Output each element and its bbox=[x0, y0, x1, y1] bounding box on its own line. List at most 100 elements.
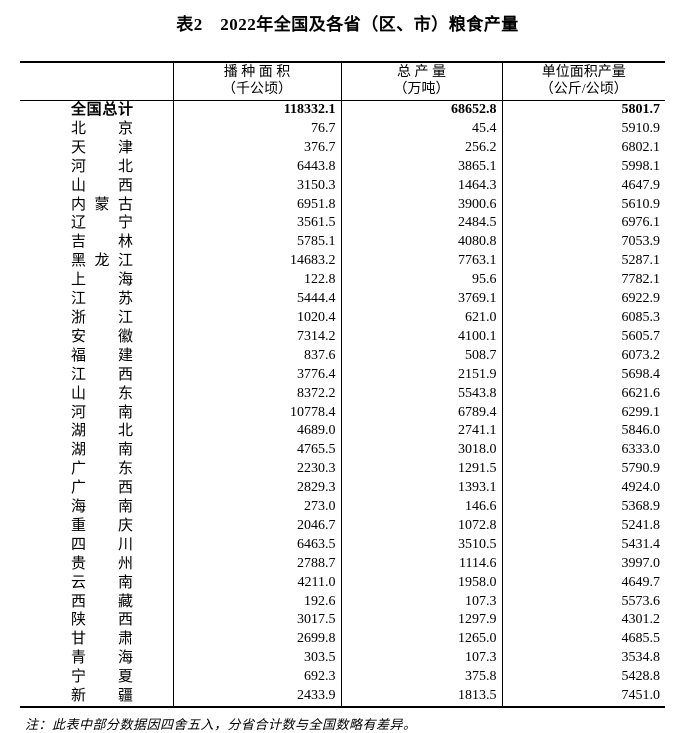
value-cell: 5698.4 bbox=[501, 365, 665, 385]
value-cell: 1265.0 bbox=[340, 630, 502, 650]
region-name: 福建 bbox=[71, 347, 133, 364]
header-row: 播 种 面 积 （千公顷） 总 产 量 （万吨） 单位面积产量 （公斤/公顷） bbox=[20, 62, 665, 101]
value-cell: 45.4 bbox=[340, 119, 502, 139]
value-cell: 4924.0 bbox=[501, 479, 665, 499]
region-name: 重庆 bbox=[71, 517, 133, 534]
value-cell: 3865.1 bbox=[340, 157, 502, 177]
value-cell: 1297.9 bbox=[340, 611, 502, 631]
value-cell: 6085.3 bbox=[501, 308, 665, 328]
value-cell: 6333.0 bbox=[501, 441, 665, 461]
table-row: 新疆 2433.9 1813.5 7451.0 bbox=[20, 687, 665, 707]
region-name: 新疆 bbox=[71, 688, 133, 705]
region-name: 广东 bbox=[71, 461, 133, 478]
value-cell: 3769.1 bbox=[340, 290, 502, 309]
region-name: 贵州 bbox=[71, 555, 133, 572]
value-cell: 5801.7 bbox=[501, 100, 665, 120]
value-cell: 5368.9 bbox=[501, 498, 665, 517]
value-cell: 3510.5 bbox=[340, 535, 502, 555]
value-cell: 5444.4 bbox=[172, 290, 341, 309]
table-row: 重庆 2046.7 1072.8 5241.8 bbox=[20, 516, 665, 536]
value-cell: 5910.9 bbox=[501, 119, 665, 139]
value-cell: 6463.5 bbox=[172, 535, 341, 555]
value-cell: 7782.1 bbox=[501, 271, 665, 291]
header-yield-per-area-label: 单位面积产量 bbox=[541, 65, 626, 80]
table-row: 贵州 2788.7 1114.6 3997.0 bbox=[20, 554, 665, 574]
value-cell: 2230.3 bbox=[172, 460, 341, 480]
region-name: 河南 bbox=[71, 404, 133, 421]
table-row: 河南 10778.4 6789.4 6299.1 bbox=[20, 403, 665, 423]
table-row: 上海 122.8 95.6 7782.1 bbox=[20, 271, 665, 291]
value-cell: 3900.6 bbox=[340, 195, 502, 215]
value-cell: 5428.8 bbox=[501, 668, 665, 688]
value-cell: 273.0 bbox=[172, 498, 341, 517]
table-row: 江西 3776.4 2151.9 5698.4 bbox=[20, 365, 665, 385]
total-row: 全国总计 118332.1 68652.8 5801.7 bbox=[20, 100, 665, 120]
value-cell: 14683.2 bbox=[172, 252, 341, 272]
table-row: 宁夏 692.3 375.8 5428.8 bbox=[20, 668, 665, 688]
value-cell: 4211.0 bbox=[172, 573, 341, 593]
value-cell: 5610.9 bbox=[501, 195, 665, 215]
value-cell: 2151.9 bbox=[340, 365, 502, 385]
header-total-output-unit: （万吨） bbox=[393, 82, 450, 97]
value-cell: 3017.5 bbox=[172, 611, 341, 631]
value-cell: 1072.8 bbox=[340, 516, 502, 536]
value-cell: 7451.0 bbox=[501, 687, 665, 707]
region-name: 浙江 bbox=[71, 309, 133, 326]
value-cell: 2788.7 bbox=[172, 554, 341, 574]
value-cell: 3534.8 bbox=[501, 649, 665, 669]
table-row: 吉林 5785.1 4080.8 7053.9 bbox=[20, 233, 665, 253]
region-name: 内蒙古 bbox=[71, 196, 133, 213]
value-cell: 508.7 bbox=[340, 346, 502, 366]
table-row: 福建 837.6 508.7 6073.2 bbox=[20, 346, 665, 366]
value-cell: 2829.3 bbox=[172, 479, 341, 499]
table-row: 甘肃 2699.8 1265.0 4685.5 bbox=[20, 630, 665, 650]
value-cell: 303.5 bbox=[172, 649, 341, 669]
region-name: 广西 bbox=[71, 480, 133, 497]
header-sown-area: 播 种 面 积 （千公顷） bbox=[172, 62, 341, 101]
value-cell: 375.8 bbox=[340, 668, 502, 688]
value-cell: 6976.1 bbox=[501, 214, 665, 234]
region-name: 江苏 bbox=[71, 291, 133, 308]
table-row: 北京 76.7 45.4 5910.9 bbox=[20, 119, 665, 139]
value-cell: 2484.5 bbox=[340, 214, 502, 234]
grain-production-table: 播 种 面 积 （千公顷） 总 产 量 （万吨） 单位面积产量 （公斤/公顷） … bbox=[20, 61, 665, 708]
region-name: 云南 bbox=[71, 574, 133, 591]
value-cell: 5431.4 bbox=[501, 535, 665, 555]
header-total-output-label: 总 产 量 bbox=[397, 65, 446, 80]
region-name: 青海 bbox=[71, 650, 133, 667]
value-cell: 118332.1 bbox=[172, 100, 341, 120]
region-name: 四川 bbox=[71, 536, 133, 553]
value-cell: 1291.5 bbox=[340, 460, 502, 480]
value-cell: 1114.6 bbox=[340, 554, 502, 574]
value-cell: 95.6 bbox=[340, 271, 502, 291]
region-name: 黑龙江 bbox=[71, 253, 133, 270]
value-cell: 107.3 bbox=[340, 592, 502, 612]
table-title: 表2 2022年全国及各省（区、市）粮食产量 bbox=[176, 15, 519, 34]
value-cell: 3997.0 bbox=[501, 554, 665, 574]
value-cell: 5543.8 bbox=[340, 384, 502, 404]
value-cell: 3561.5 bbox=[172, 214, 341, 234]
table-row: 黑龙江 14683.2 7763.1 5287.1 bbox=[20, 252, 665, 272]
value-cell: 76.7 bbox=[172, 119, 341, 139]
region-name: 西藏 bbox=[71, 593, 133, 610]
region-name: 安徽 bbox=[71, 328, 133, 345]
header-region-blank bbox=[20, 62, 173, 101]
region-name: 天津 bbox=[71, 139, 133, 156]
table-row: 广西 2829.3 1393.1 4924.0 bbox=[20, 479, 665, 499]
value-cell: 4080.8 bbox=[340, 233, 502, 253]
header-yield-per-area: 单位面积产量 （公斤/公顷） bbox=[501, 62, 665, 101]
value-cell: 146.6 bbox=[340, 498, 502, 517]
region-name: 海南 bbox=[71, 499, 133, 516]
table-row: 云南 4211.0 1958.0 4649.7 bbox=[20, 573, 665, 593]
table-row: 湖北 4689.0 2741.1 5846.0 bbox=[20, 422, 665, 442]
header-total-output: 总 产 量 （万吨） bbox=[340, 62, 502, 101]
region-name: 上海 bbox=[71, 272, 133, 289]
value-cell: 2433.9 bbox=[172, 687, 341, 707]
value-cell: 3150.3 bbox=[172, 176, 341, 196]
value-cell: 692.3 bbox=[172, 668, 341, 688]
value-cell: 8372.2 bbox=[172, 384, 341, 404]
region-name: 甘肃 bbox=[71, 631, 133, 648]
value-cell: 4301.2 bbox=[501, 611, 665, 631]
region-name: 湖南 bbox=[71, 442, 133, 459]
